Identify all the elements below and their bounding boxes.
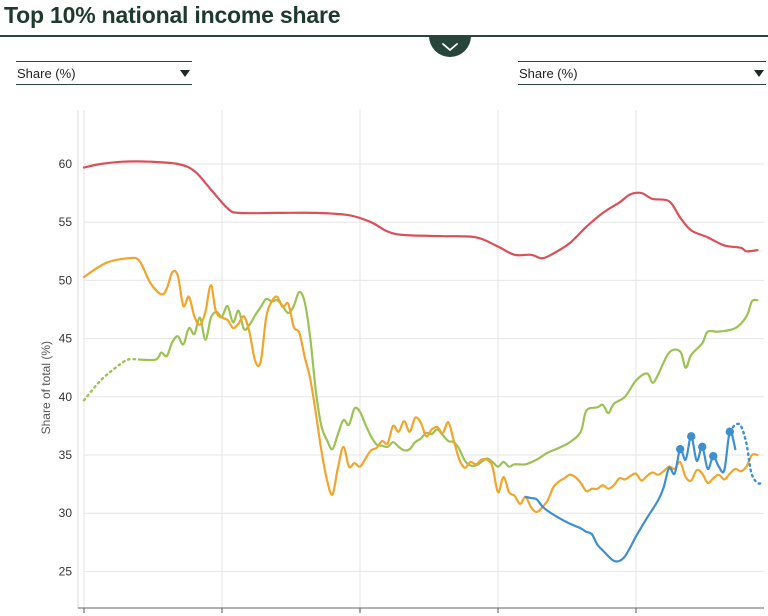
series-line-green-dotted: [82, 357, 141, 402]
y-tick-label: 45: [59, 332, 73, 346]
caret-down-icon: [180, 69, 190, 77]
data-point-marker: [698, 442, 707, 452]
collapse-toggle-button[interactable]: [429, 36, 471, 57]
data-point-marker: [675, 444, 685, 454]
series-lines: [82, 160, 765, 563]
series-line-blue: [524, 430, 737, 563]
y-tick-label: 50: [59, 273, 73, 287]
data-point-marker: [687, 432, 696, 441]
series-line-blue-dotted: [728, 422, 765, 485]
data-point-marker: [725, 427, 735, 436]
right-indicator-select[interactable]: Share (%): [518, 61, 766, 85]
y-tick-label: 35: [59, 448, 73, 462]
axes: 253035404550556019001925195019752000Shar…: [39, 110, 764, 613]
chevron-down-icon: [442, 42, 458, 51]
right-indicator-label: Share (%): [519, 65, 578, 81]
left-indicator-select[interactable]: Share (%): [16, 61, 192, 85]
y-tick-label: 40: [59, 390, 73, 404]
title-divider: [0, 35, 768, 37]
series-line-green: [138, 290, 759, 468]
left-indicator-label: Share (%): [17, 65, 76, 81]
series-markers: [675, 427, 735, 461]
y-tick-label: 55: [59, 215, 73, 229]
y-tick-label: 60: [59, 157, 73, 171]
y-tick-label: 25: [59, 564, 73, 578]
income-share-chart: 253035404550556019001925195019752000Shar…: [39, 110, 765, 613]
caret-down-icon: [754, 69, 764, 77]
y-tick-label: 30: [59, 506, 73, 520]
data-point-marker: [709, 451, 718, 461]
y-axis-title: Share of total (%): [39, 341, 53, 434]
grid: [83, 110, 764, 608]
series-line-red: [82, 160, 759, 260]
page-title: Top 10% national income share: [4, 2, 341, 28]
series-line-orange: [82, 256, 759, 514]
